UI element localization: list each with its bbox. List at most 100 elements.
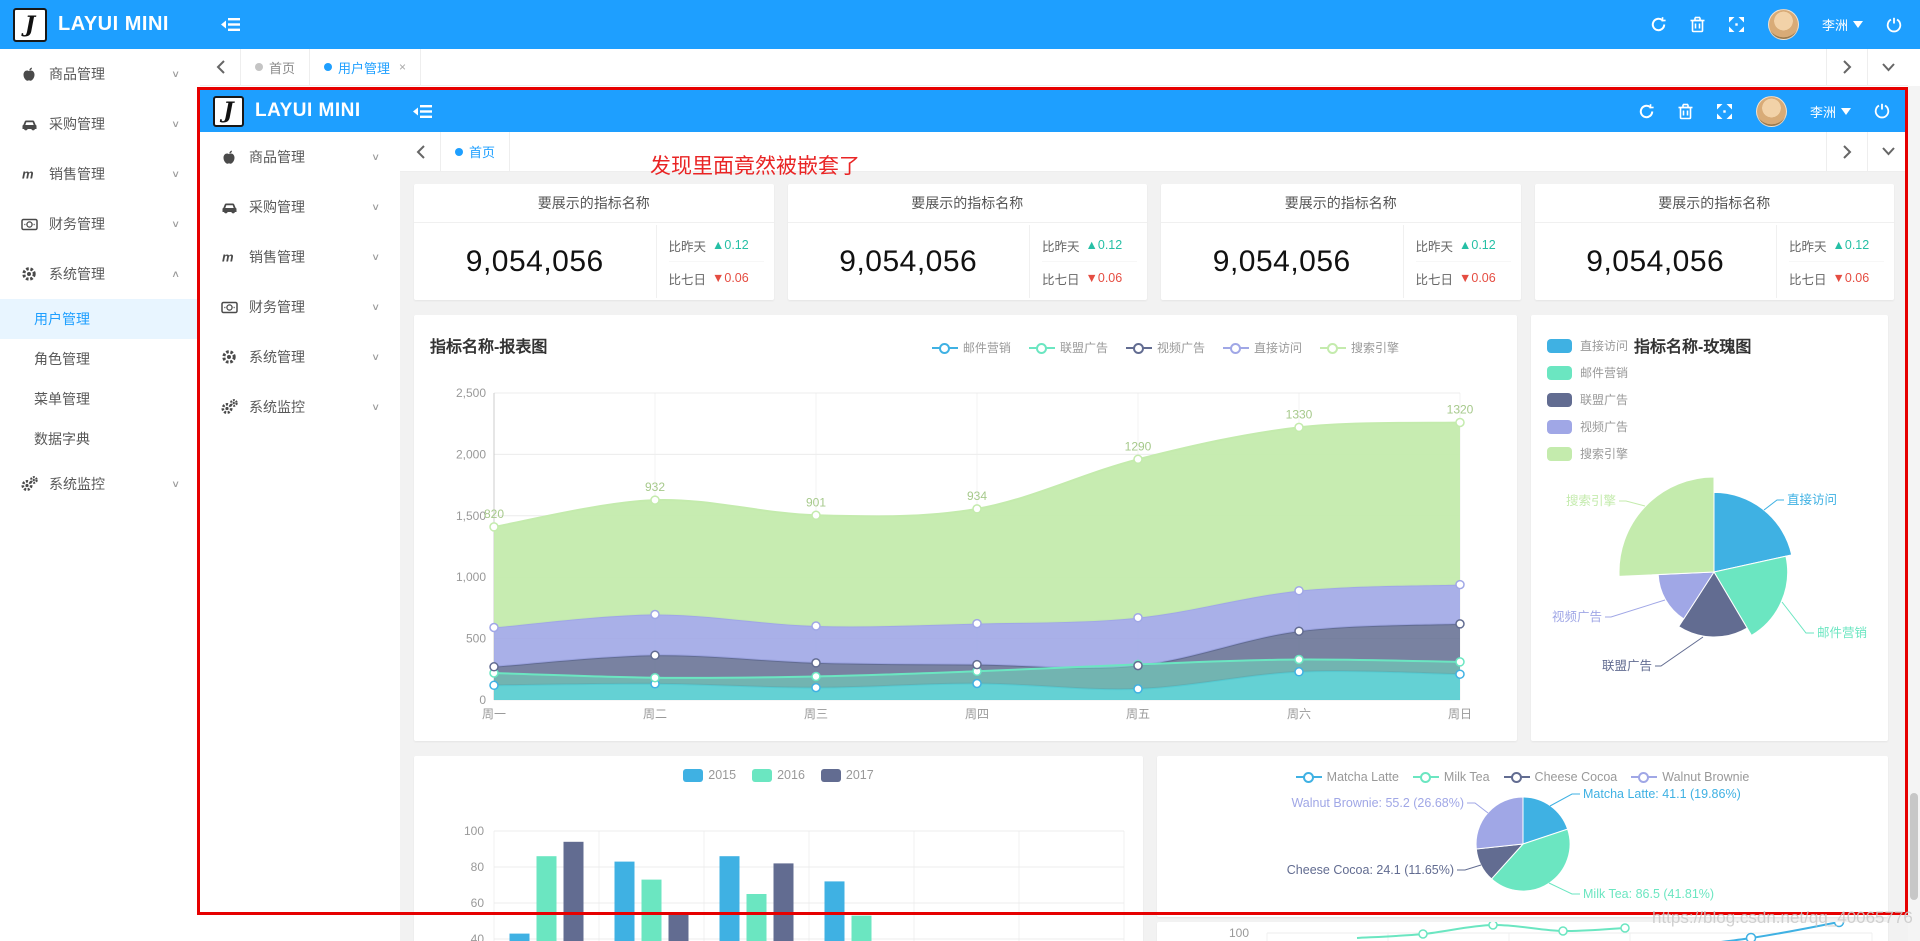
legend-item-2016[interactable]: 2016 <box>752 768 805 782</box>
scrollbar-thumb[interactable] <box>1910 793 1918 900</box>
legend-item-2015[interactable]: 2015 <box>683 768 736 782</box>
sidebar-item-系统监控[interactable]: 系统监控 ∨ <box>0 459 200 509</box>
outer-sidebar: 商品管理 ∨ 采购管理 ∨ m 销售管理 ∨ 财务管理 ∨ 系统管理 ∧ 用户管理角色管理菜单管理数据… <box>0 49 200 941</box>
brand-title: LAYUI MINI <box>58 13 169 35</box>
legend-item-邮件营销[interactable]: 邮件营销 <box>1547 364 1628 381</box>
svg-text:2,500: 2,500 <box>456 386 486 400</box>
stat-card-compare: 比昨天 ▲0.12 比七日 ▼0.06 <box>1402 225 1521 298</box>
tabs-more-icon[interactable] <box>1867 132 1908 171</box>
logout-icon[interactable] <box>1886 17 1902 33</box>
legend-label: Milk Tea <box>1443 770 1490 784</box>
sidebar-item-系统监控[interactable]: 系统监控 ∨ <box>200 382 400 432</box>
sidebar-subitem-角色管理[interactable]: 角色管理 <box>34 351 90 367</box>
legend-item-直接访问[interactable]: 直接访问 <box>1547 337 1628 354</box>
tab-用户管理[interactable]: 用户管理 × <box>310 49 422 85</box>
legend-item-直接访问[interactable]: 直接访问 <box>1222 339 1302 356</box>
legend-label: Matcha Latte <box>1326 770 1399 784</box>
nested-frame: J LAYUI MINI 李洲 <box>200 90 1908 941</box>
tab-首页[interactable]: 首页 <box>441 132 511 171</box>
sidebar-item-商品管理[interactable]: 商品管理 ∨ <box>200 132 400 182</box>
inner-collapse-menu-icon[interactable] <box>412 104 432 119</box>
sidebar-item-财务管理[interactable]: 财务管理 ∨ <box>200 282 400 332</box>
refresh-icon[interactable] <box>1650 16 1667 33</box>
compare-比昨天: 比昨天 ▲0.12 <box>1042 238 1123 254</box>
legend-item-Walnut Brownie[interactable]: Walnut Brownie <box>1631 770 1749 784</box>
legend-item-搜索引擎[interactable]: 搜索引擎 <box>1319 339 1399 356</box>
sidebar-item-商品管理[interactable]: 商品管理 ∨ <box>0 49 200 99</box>
compare-比昨天: 比昨天 ▲0.12 <box>668 238 749 254</box>
sidebar-item-系统管理[interactable]: 系统管理 ∨ <box>200 332 400 382</box>
tab-dot <box>455 147 463 156</box>
legend-item-Milk Tea[interactable]: Milk Tea <box>1412 770 1490 784</box>
legend-item-联盟广告[interactable]: 联盟广告 <box>1547 391 1628 408</box>
avatar[interactable] <box>1755 95 1787 127</box>
sidebar-subitem-用户管理[interactable]: 用户管理 <box>0 299 200 339</box>
line-marker-icon <box>931 342 958 354</box>
refresh-icon[interactable] <box>1638 103 1655 120</box>
legend-label: 直接访问 <box>1253 341 1302 355</box>
money-icon <box>220 298 238 316</box>
tabs-scroll-left-icon[interactable] <box>400 132 441 171</box>
legend-item-视频广告[interactable]: 视频广告 <box>1547 418 1628 435</box>
avatar[interactable] <box>1767 9 1799 40</box>
gears-icon <box>220 398 238 416</box>
tab-label: 首页 <box>469 145 496 160</box>
chevron-down-icon: ∨ <box>171 118 180 130</box>
page-scrollbar[interactable] <box>1908 86 1920 941</box>
tab-首页[interactable]: 首页 <box>241 49 311 85</box>
chevron-down-icon: ∨ <box>171 218 180 230</box>
legend-item-Matcha Latte[interactable]: Matcha Latte <box>1295 770 1399 784</box>
legend-item-Cheese Cocoa[interactable]: Cheese Cocoa <box>1503 770 1617 784</box>
compare-比七日: 比七日 ▼0.06 <box>1415 261 1511 294</box>
sidebar-subitem-数据字典[interactable]: 数据字典 <box>34 431 90 447</box>
sidebar-item-销售管理[interactable]: m 销售管理 ∨ <box>200 232 400 282</box>
line-marker-icon <box>1503 772 1530 783</box>
user-menu[interactable]: 李洲 <box>1822 15 1863 34</box>
sidebar-item-系统管理[interactable]: 系统管理 ∧ <box>0 249 200 299</box>
legend-label: 联盟广告 <box>1580 393 1629 407</box>
sidebar-item-采购管理[interactable]: 采购管理 ∨ <box>0 99 200 149</box>
legend-item-联盟广告[interactable]: 联盟广告 <box>1028 339 1108 356</box>
down-triangle-icon: ▼0.06 <box>712 271 749 285</box>
fullscreen-icon[interactable] <box>1716 103 1733 120</box>
svg-text:Cheese Cocoa: 24.1 (11.65%): Cheese Cocoa: 24.1 (11.65%) <box>1287 863 1454 877</box>
stat-card: 要展示的指标名称 9,054,056 比昨天 ▲0.12 比七日 ▼0.06 <box>414 184 774 300</box>
legend-label: 2016 <box>777 768 805 782</box>
chevron-down-icon: ∨ <box>371 401 380 413</box>
sidebar-item-label: 财务管理 <box>49 216 105 232</box>
clear-cache-icon[interactable] <box>1678 103 1693 120</box>
legend-swatch <box>1547 392 1572 407</box>
chevron-down-icon <box>1841 107 1851 115</box>
tabs-scroll-right-icon[interactable] <box>1826 132 1867 171</box>
svg-text:Walnut Brownie: 55.2 (26.68%): Walnut Brownie: 55.2 (26.68%) <box>1291 796 1464 810</box>
clear-cache-icon[interactable] <box>1690 16 1705 33</box>
sidebar-item-销售管理[interactable]: m 销售管理 ∨ <box>0 149 200 199</box>
tabs-scroll-left-icon[interactable] <box>200 49 241 85</box>
legend-item-邮件营销[interactable]: 邮件营销 <box>931 339 1011 356</box>
legend-swatch <box>683 768 704 782</box>
sidebar-item-label: 财务管理 <box>249 299 305 315</box>
tabs-scroll-right-icon[interactable] <box>1826 49 1867 85</box>
sidebar-item-采购管理[interactable]: 采购管理 ∨ <box>200 182 400 232</box>
collapse-menu-icon[interactable] <box>220 17 240 32</box>
legend-label: 视频广告 <box>1580 420 1629 434</box>
bar-chart: 40 60 80 100 <box>464 824 1125 941</box>
legend-item-搜索引擎[interactable]: 搜索引擎 <box>1547 445 1628 462</box>
sidebar-item-label: 采购管理 <box>49 116 105 132</box>
legend-item-视频广告[interactable]: 视频广告 <box>1125 339 1205 356</box>
legend-item-2017[interactable]: 2017 <box>820 768 874 782</box>
logout-icon[interactable] <box>1874 103 1890 119</box>
chevron-down-icon: ∨ <box>171 478 180 490</box>
tab-close-icon[interactable]: × <box>399 60 407 74</box>
rose-chart-legend: 直接访问邮件营销联盟广告视频广告搜索引擎 <box>1547 337 1628 462</box>
compare-比七日: 比七日 ▼0.06 <box>668 261 764 294</box>
sidebar-subitem-菜单管理[interactable]: 菜单管理 <box>34 391 90 407</box>
apple-icon <box>220 148 238 166</box>
sidebar-item-财务管理[interactable]: 财务管理 ∨ <box>0 199 200 249</box>
fullscreen-icon[interactable] <box>1728 16 1745 33</box>
bar-chart-legend: 2015 2016 2017 <box>414 756 1143 782</box>
dashboard: 要展示的指标名称 9,054,056 比昨天 ▲0.12 比七日 ▼0.06 要展示的指标名… <box>400 172 1908 941</box>
inner-user-menu[interactable]: 李洲 <box>1810 102 1851 121</box>
user-name: 李洲 <box>1809 104 1836 120</box>
tabs-more-icon[interactable] <box>1867 49 1908 85</box>
